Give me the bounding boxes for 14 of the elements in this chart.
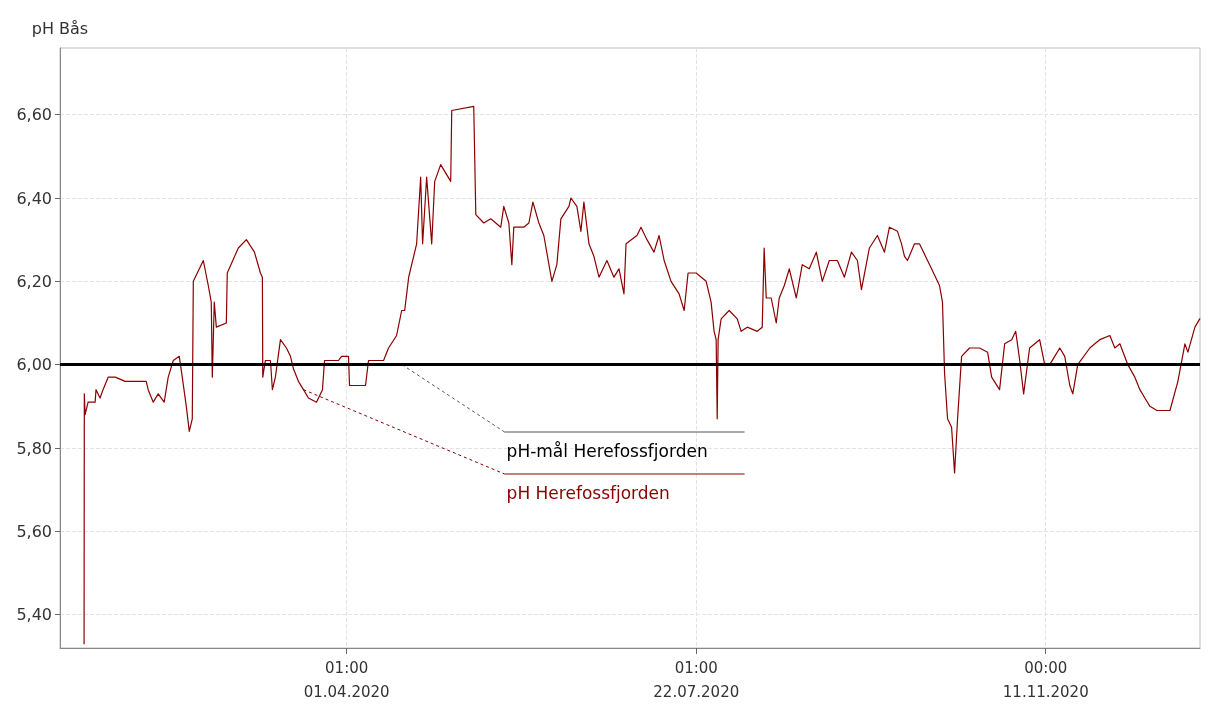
- x-tick-label: 01:00 01.04.2020: [303, 659, 390, 701]
- y-tick-label: 6,00: [16, 355, 52, 375]
- y-tick-label: 6,20: [16, 271, 52, 291]
- y-axis-title: pH Bås: [31, 18, 89, 38]
- y-tick-label: 6,60: [16, 105, 52, 125]
- y-tick-label: 5,40: [16, 605, 52, 625]
- x-tick-label: 01:00 22.07.2020: [653, 659, 740, 701]
- ref-line-label: pH-mål Herefossfjorden: [506, 440, 708, 461]
- text: pH Herefossfjorden: [506, 482, 670, 503]
- line-series: [83, 105, 1201, 645]
- y-tick-label: 6,40: [16, 188, 52, 208]
- y-tick-label: 5,80: [16, 438, 52, 458]
- x-tick-label: 00:00 11.11.2020: [1002, 659, 1089, 701]
- y-tick-label: 5,60: [16, 521, 52, 541]
